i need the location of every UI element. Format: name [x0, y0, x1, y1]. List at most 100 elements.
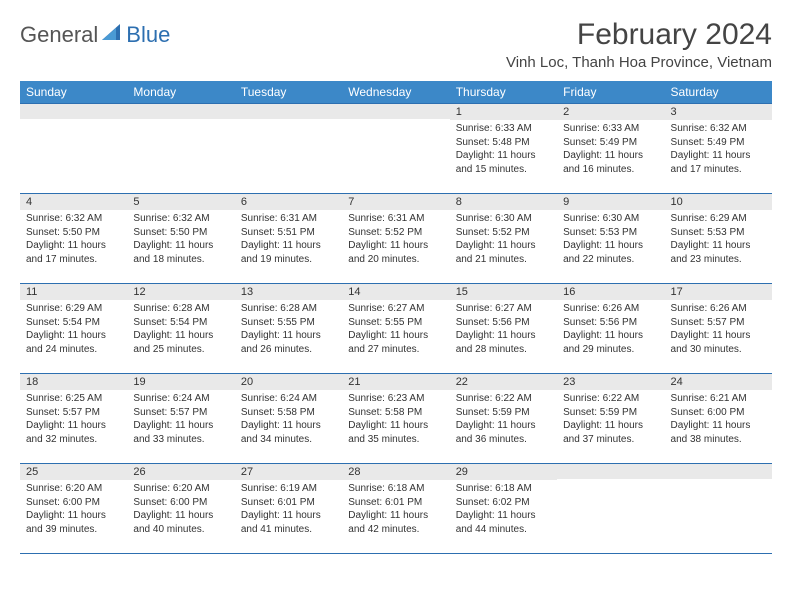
logo-text-general: General — [20, 22, 98, 48]
day-number: 1 — [450, 104, 557, 120]
daylight-text: Daylight: 11 hours and 17 minutes. — [671, 149, 766, 176]
daylight-text: Daylight: 11 hours and 41 minutes. — [241, 509, 336, 536]
day-number: 12 — [127, 284, 234, 300]
day-details: Sunrise: 6:25 AMSunset: 5:57 PMDaylight:… — [20, 390, 127, 450]
day-number — [665, 464, 772, 479]
logo-sail-icon — [102, 24, 124, 47]
day-details: Sunrise: 6:27 AMSunset: 5:55 PMDaylight:… — [342, 300, 449, 360]
calendar-row: 18Sunrise: 6:25 AMSunset: 5:57 PMDayligh… — [20, 374, 772, 464]
day-number: 13 — [235, 284, 342, 300]
day-number: 21 — [342, 374, 449, 390]
calendar-cell: 19Sunrise: 6:24 AMSunset: 5:57 PMDayligh… — [127, 374, 234, 464]
calendar-cell: 26Sunrise: 6:20 AMSunset: 6:00 PMDayligh… — [127, 464, 234, 554]
daylight-text: Daylight: 11 hours and 33 minutes. — [133, 419, 228, 446]
calendar-cell — [342, 104, 449, 194]
sunset-text: Sunset: 6:01 PM — [241, 496, 336, 510]
calendar-cell: 22Sunrise: 6:22 AMSunset: 5:59 PMDayligh… — [450, 374, 557, 464]
day-number: 26 — [127, 464, 234, 480]
daylight-text: Daylight: 11 hours and 27 minutes. — [348, 329, 443, 356]
sunrise-text: Sunrise: 6:29 AM — [671, 212, 766, 226]
day-details: Sunrise: 6:26 AMSunset: 5:57 PMDaylight:… — [665, 300, 772, 360]
day-details: Sunrise: 6:29 AMSunset: 5:53 PMDaylight:… — [665, 210, 772, 270]
calendar-cell: 16Sunrise: 6:26 AMSunset: 5:56 PMDayligh… — [557, 284, 664, 374]
daylight-text: Daylight: 11 hours and 19 minutes. — [241, 239, 336, 266]
day-number: 4 — [20, 194, 127, 210]
sunrise-text: Sunrise: 6:28 AM — [241, 302, 336, 316]
daylight-text: Daylight: 11 hours and 16 minutes. — [563, 149, 658, 176]
sunset-text: Sunset: 5:55 PM — [348, 316, 443, 330]
brand-logo: General Blue — [20, 22, 170, 48]
day-details: Sunrise: 6:27 AMSunset: 5:56 PMDaylight:… — [450, 300, 557, 360]
day-details: Sunrise: 6:18 AMSunset: 6:01 PMDaylight:… — [342, 480, 449, 540]
sunrise-text: Sunrise: 6:30 AM — [456, 212, 551, 226]
sunset-text: Sunset: 5:57 PM — [671, 316, 766, 330]
calendar-cell: 9Sunrise: 6:30 AMSunset: 5:53 PMDaylight… — [557, 194, 664, 284]
calendar-cell: 21Sunrise: 6:23 AMSunset: 5:58 PMDayligh… — [342, 374, 449, 464]
day-details: Sunrise: 6:33 AMSunset: 5:48 PMDaylight:… — [450, 120, 557, 180]
calendar-cell: 2Sunrise: 6:33 AMSunset: 5:49 PMDaylight… — [557, 104, 664, 194]
sunrise-text: Sunrise: 6:19 AM — [241, 482, 336, 496]
day-details: Sunrise: 6:18 AMSunset: 6:02 PMDaylight:… — [450, 480, 557, 540]
sunrise-text: Sunrise: 6:27 AM — [456, 302, 551, 316]
day-number: 23 — [557, 374, 664, 390]
sunrise-text: Sunrise: 6:32 AM — [133, 212, 228, 226]
sunset-text: Sunset: 6:00 PM — [671, 406, 766, 420]
day-number: 28 — [342, 464, 449, 480]
calendar-cell: 17Sunrise: 6:26 AMSunset: 5:57 PMDayligh… — [665, 284, 772, 374]
daylight-text: Daylight: 11 hours and 17 minutes. — [26, 239, 121, 266]
page-header: General Blue February 2024 Vinh Loc, Tha… — [20, 18, 772, 71]
calendar-row: 11Sunrise: 6:29 AMSunset: 5:54 PMDayligh… — [20, 284, 772, 374]
calendar-cell: 5Sunrise: 6:32 AMSunset: 5:50 PMDaylight… — [127, 194, 234, 284]
daylight-text: Daylight: 11 hours and 32 minutes. — [26, 419, 121, 446]
calendar-cell — [665, 464, 772, 554]
sunset-text: Sunset: 5:58 PM — [241, 406, 336, 420]
calendar-cell: 7Sunrise: 6:31 AMSunset: 5:52 PMDaylight… — [342, 194, 449, 284]
sunset-text: Sunset: 5:54 PM — [133, 316, 228, 330]
sunset-text: Sunset: 5:53 PM — [563, 226, 658, 240]
sunrise-text: Sunrise: 6:28 AM — [133, 302, 228, 316]
sunset-text: Sunset: 6:02 PM — [456, 496, 551, 510]
sunset-text: Sunset: 6:01 PM — [348, 496, 443, 510]
day-details: Sunrise: 6:32 AMSunset: 5:50 PMDaylight:… — [127, 210, 234, 270]
day-number: 22 — [450, 374, 557, 390]
calendar-cell: 27Sunrise: 6:19 AMSunset: 6:01 PMDayligh… — [235, 464, 342, 554]
sunrise-text: Sunrise: 6:18 AM — [348, 482, 443, 496]
day-number: 25 — [20, 464, 127, 480]
calendar-cell: 14Sunrise: 6:27 AMSunset: 5:55 PMDayligh… — [342, 284, 449, 374]
day-number: 14 — [342, 284, 449, 300]
day-number: 7 — [342, 194, 449, 210]
daylight-text: Daylight: 11 hours and 40 minutes. — [133, 509, 228, 536]
day-details: Sunrise: 6:28 AMSunset: 5:54 PMDaylight:… — [127, 300, 234, 360]
daylight-text: Daylight: 11 hours and 29 minutes. — [563, 329, 658, 356]
sunrise-text: Sunrise: 6:21 AM — [671, 392, 766, 406]
day-number: 19 — [127, 374, 234, 390]
calendar-cell: 11Sunrise: 6:29 AMSunset: 5:54 PMDayligh… — [20, 284, 127, 374]
day-number — [235, 104, 342, 119]
day-details: Sunrise: 6:32 AMSunset: 5:49 PMDaylight:… — [665, 120, 772, 180]
calendar-cell: 6Sunrise: 6:31 AMSunset: 5:51 PMDaylight… — [235, 194, 342, 284]
sunset-text: Sunset: 5:59 PM — [563, 406, 658, 420]
day-details: Sunrise: 6:22 AMSunset: 5:59 PMDaylight:… — [557, 390, 664, 450]
calendar-cell: 3Sunrise: 6:32 AMSunset: 5:49 PMDaylight… — [665, 104, 772, 194]
logo-text-blue: Blue — [126, 22, 170, 48]
daylight-text: Daylight: 11 hours and 38 minutes. — [671, 419, 766, 446]
calendar-cell — [557, 464, 664, 554]
day-number — [557, 464, 664, 479]
calendar-cell: 18Sunrise: 6:25 AMSunset: 5:57 PMDayligh… — [20, 374, 127, 464]
day-details: Sunrise: 6:19 AMSunset: 6:01 PMDaylight:… — [235, 480, 342, 540]
day-number: 27 — [235, 464, 342, 480]
sunset-text: Sunset: 6:00 PM — [133, 496, 228, 510]
daylight-text: Daylight: 11 hours and 30 minutes. — [671, 329, 766, 356]
day-details: Sunrise: 6:31 AMSunset: 5:51 PMDaylight:… — [235, 210, 342, 270]
day-number: 16 — [557, 284, 664, 300]
daylight-text: Daylight: 11 hours and 26 minutes. — [241, 329, 336, 356]
calendar-cell — [235, 104, 342, 194]
day-number: 3 — [665, 104, 772, 120]
sunrise-text: Sunrise: 6:24 AM — [133, 392, 228, 406]
calendar-cell: 4Sunrise: 6:32 AMSunset: 5:50 PMDaylight… — [20, 194, 127, 284]
day-number: 17 — [665, 284, 772, 300]
sunrise-text: Sunrise: 6:18 AM — [456, 482, 551, 496]
calendar-cell: 12Sunrise: 6:28 AMSunset: 5:54 PMDayligh… — [127, 284, 234, 374]
month-title: February 2024 — [506, 18, 772, 52]
sunrise-text: Sunrise: 6:26 AM — [671, 302, 766, 316]
